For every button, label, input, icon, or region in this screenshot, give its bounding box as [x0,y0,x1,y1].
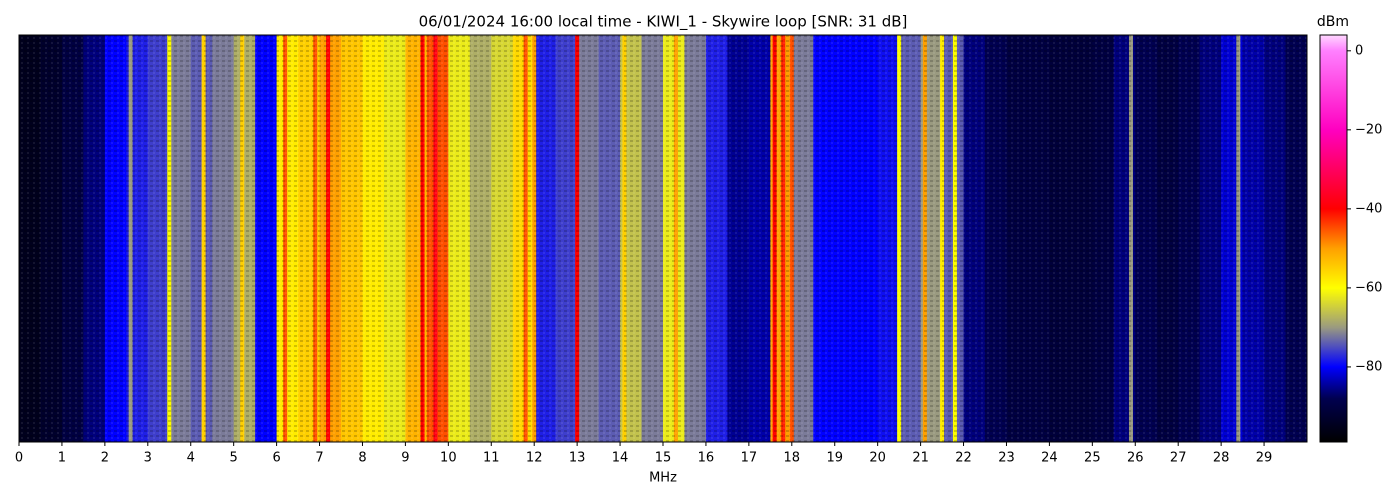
x-tick-label: 16 [698,451,715,466]
chart-title: 06/01/2024 16:00 local time - KIWI_1 - S… [419,13,908,32]
colorbar-tick-label: 0 [1355,43,1363,58]
x-tick-label: 28 [1213,451,1230,466]
x-tick-label: 4 [187,451,195,466]
colorbar-tick-label: −60 [1355,280,1382,295]
x-tick-label: 14 [612,451,629,466]
x-tick-label: 23 [998,451,1015,466]
x-tick-label: 1 [58,451,66,466]
x-tick-label: 12 [526,451,543,466]
x-tick-label: 25 [1084,451,1101,466]
texture [19,35,1307,442]
x-tick-label: 27 [1170,451,1187,466]
x-tick-label: 10 [440,451,457,466]
x-axis-label: MHz [649,471,677,486]
x-tick-label: 22 [955,451,972,466]
colorbar [1319,34,1348,443]
colorbar-label: dBm [1317,14,1349,30]
x-tick-label: 8 [358,451,366,466]
x-tick-label: 20 [869,451,886,466]
x-tick-label: 29 [1256,451,1273,466]
x-tick-label: 18 [784,451,801,466]
x-tick-label: 3 [144,451,152,466]
colorbar-tick-label: −80 [1355,359,1382,374]
x-tick-label: 11 [483,451,500,466]
x-tick-label: 9 [401,451,409,466]
colorbar-tick-label: −20 [1355,122,1382,137]
x-tick-label: 24 [1041,451,1058,466]
x-tick-label: 7 [315,451,323,466]
x-tick-label: 26 [1127,451,1144,466]
x-tick-label: 15 [655,451,672,466]
x-tick-label: 6 [272,451,280,466]
x-tick-label: 0 [15,451,23,466]
x-tick-label: 17 [741,451,758,466]
x-tick-label: 5 [230,451,238,466]
colorbar-tick-label: −40 [1355,201,1382,216]
x-tick-label: 19 [826,451,843,466]
x-tick-label: 21 [912,451,929,466]
x-tick-label: 2 [101,451,109,466]
x-tick-label: 13 [569,451,586,466]
